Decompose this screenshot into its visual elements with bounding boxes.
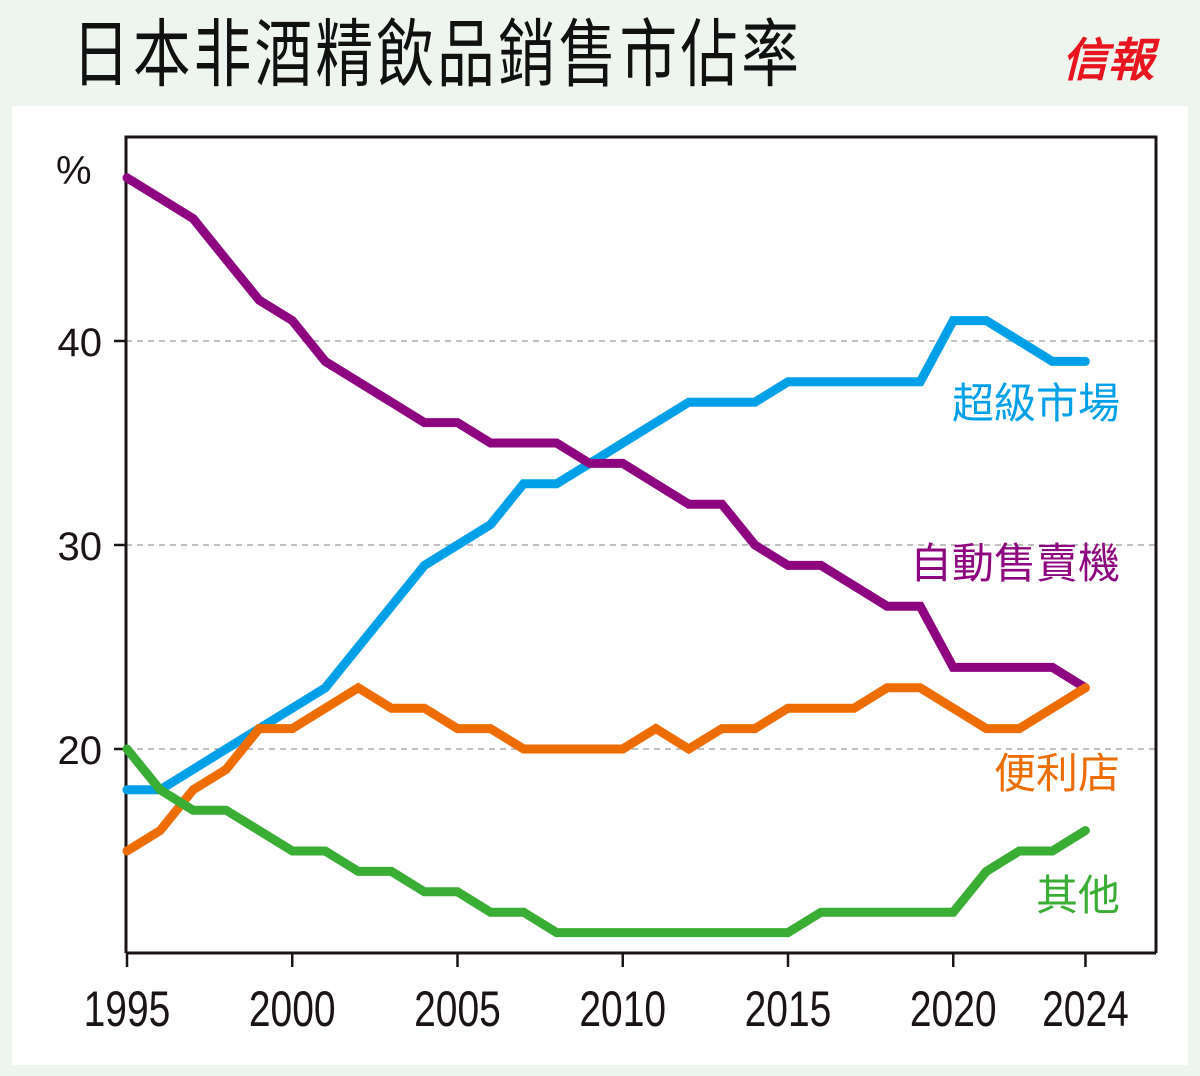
x-tick-label: 1995 bbox=[84, 980, 171, 1037]
legend-label: 其他 bbox=[1036, 871, 1120, 920]
x-tick-label: 2015 bbox=[745, 980, 832, 1037]
y-tick-label: 20 bbox=[58, 729, 103, 773]
x-tick-label: 2020 bbox=[910, 980, 997, 1037]
series-line-0 bbox=[122, 316, 1090, 795]
series-line-3 bbox=[122, 744, 1090, 938]
series-line-2 bbox=[122, 682, 1090, 856]
gridlines bbox=[126, 340, 1156, 750]
x-tick-label: 2005 bbox=[414, 980, 501, 1037]
legend-label: 便利店 bbox=[994, 749, 1120, 798]
publisher-logo: 信報 bbox=[1062, 33, 1154, 87]
chart-title: 日本非酒精飲品銷售市佔率 bbox=[72, 12, 803, 98]
x-tick-label: 2000 bbox=[249, 980, 336, 1037]
legend-label: 自動售賣機 bbox=[910, 539, 1120, 588]
chart-panel bbox=[12, 106, 1188, 1065]
legend-label: 超級市場 bbox=[952, 379, 1120, 428]
series-line-1 bbox=[122, 173, 1090, 693]
x-tick-label: 2010 bbox=[579, 980, 666, 1037]
series-lines bbox=[122, 173, 1090, 938]
x-tick-label: 2024 bbox=[1042, 980, 1129, 1037]
y-tick-label: 40 bbox=[58, 321, 103, 365]
x-ticks: 1995 2000 2005 2010 2015 2020 2024 bbox=[84, 953, 1129, 1037]
y-axis-unit-label: % bbox=[56, 149, 92, 193]
y-tick-label: 30 bbox=[58, 525, 103, 569]
y-ticks: 20 30 40 bbox=[58, 321, 126, 773]
